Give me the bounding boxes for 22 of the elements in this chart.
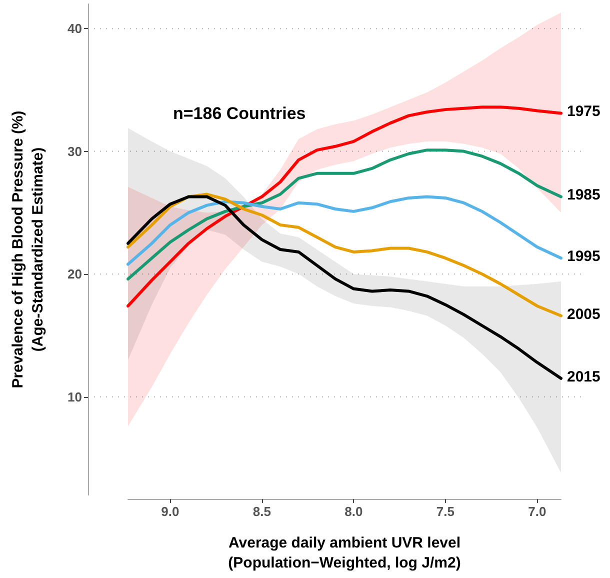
annotation: n=186 Countries bbox=[173, 104, 306, 123]
series-label: 1985 bbox=[567, 186, 600, 204]
series-label: 1995 bbox=[567, 248, 600, 266]
line-series bbox=[126, 195, 562, 380]
y-axis-title: Prevalence of High Blood Pressure (%) (Age-Standardized Estimate) bbox=[10, 110, 46, 388]
x-tick-label: 8.0 bbox=[344, 504, 363, 519]
x-axis-title: Average daily ambient UVR level (Population−Weighted, log J/m2) bbox=[228, 534, 461, 572]
y-tick-label: 40 bbox=[68, 21, 82, 36]
x-tick-label: 7.0 bbox=[528, 504, 546, 519]
y-tick-label: 20 bbox=[68, 266, 82, 282]
line-series bbox=[126, 148, 562, 280]
y-tick-label: 10 bbox=[68, 389, 82, 404]
series-label: 1975 bbox=[567, 103, 600, 120]
series-label: 2005 bbox=[567, 306, 600, 323]
line-series bbox=[126, 195, 562, 266]
x-tick-label: 7.5 bbox=[436, 504, 454, 519]
line-series bbox=[126, 192, 562, 318]
x-tick-label: 8.5 bbox=[252, 504, 271, 519]
series-label: 2015 bbox=[567, 368, 600, 386]
x-tick-label: 9.0 bbox=[161, 504, 180, 519]
line-series bbox=[126, 106, 562, 308]
y-tick-label: 30 bbox=[68, 144, 82, 159]
